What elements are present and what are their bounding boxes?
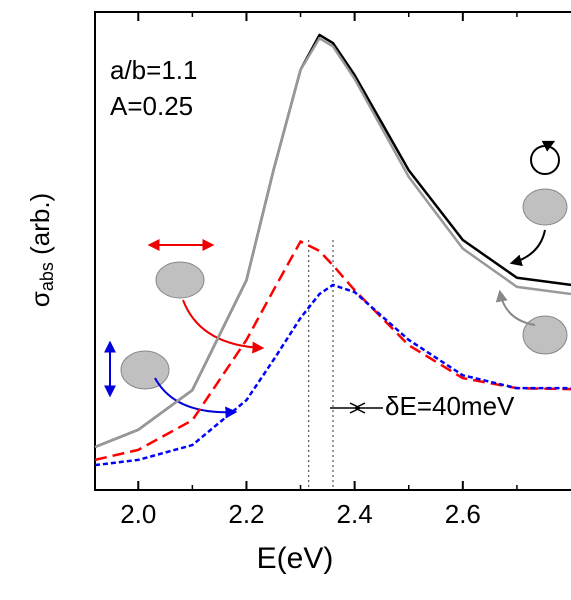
x-tick-label: 2.4 — [337, 499, 373, 529]
y-label-unit: (arb.) — [25, 193, 55, 262]
arrows — [104, 140, 560, 419]
y-label-symbol: σ — [25, 291, 55, 307]
x-tick-label: 2.6 — [445, 499, 481, 529]
annotation: δE=40meV — [385, 391, 515, 421]
x-tick-label: 2.2 — [228, 499, 264, 529]
x-tick-label: 2.0 — [120, 499, 156, 529]
series-line — [94, 240, 571, 462]
axis-frame — [94, 11, 571, 491]
delta-arrows — [330, 402, 383, 414]
annotation: A=0.25 — [110, 91, 193, 121]
y-axis-label: σabs (arb.) — [25, 193, 57, 307]
icons — [120, 188, 568, 390]
x-axis-label: E(eV) — [257, 542, 334, 575]
series-line — [94, 283, 571, 467]
y-label-sub: abs — [37, 262, 57, 291]
series-line — [94, 37, 571, 449]
annotation: a/b=1.1 — [110, 55, 197, 85]
